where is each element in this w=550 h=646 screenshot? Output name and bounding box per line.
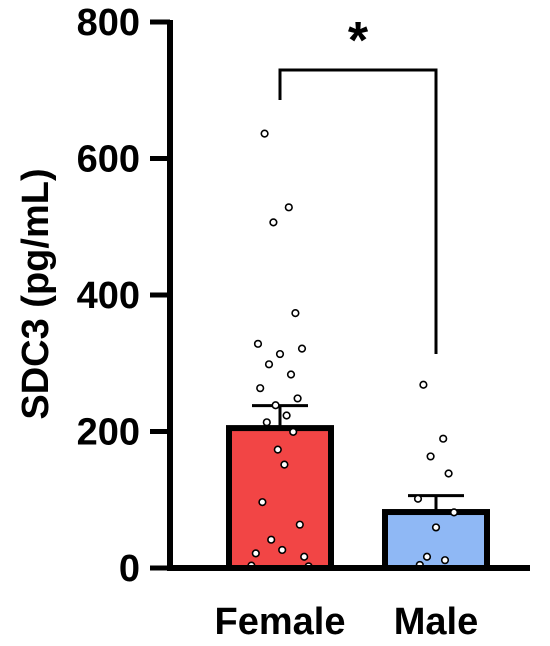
bars [226,425,490,571]
data-point [282,411,291,420]
data-point [444,469,453,478]
data-point [426,452,435,461]
data-point [300,552,309,561]
data-point [275,349,285,359]
x-category-label: Female [215,601,346,643]
significance-bracket: * [278,12,438,354]
significance-star: * [348,12,369,70]
data-point [278,545,287,555]
data-point [297,344,307,353]
data-point [269,218,278,227]
x-category-label: Male [394,601,478,643]
y-tick-label: 0 [119,548,140,590]
data-point [293,394,302,403]
data-point [251,549,260,558]
bar-male [382,509,490,571]
data-point [295,520,304,529]
data-point [440,556,450,565]
y-tick-label: 400 [77,275,140,317]
y-tick-label: 800 [77,2,140,44]
data-point [431,523,441,532]
data-point [271,401,280,410]
y-tick-label: 200 [77,412,140,454]
data-point [262,418,271,427]
data-point [253,339,263,348]
data-point [289,427,298,436]
data-point [291,309,300,318]
data-point [264,360,274,369]
data-point [260,129,269,138]
data-point [439,434,448,443]
data-point [284,203,293,212]
data-point [256,384,265,393]
axes [167,20,530,571]
significance-bracket-line [278,68,438,354]
data-point [267,535,276,544]
data-point [280,460,289,469]
data-point [413,494,423,503]
x-axis-category-labels: Female Male [215,601,479,643]
data-point [422,552,432,561]
data-point [449,508,459,517]
y-tick-label: 600 [77,139,140,181]
y-axis-title: SDC3 (pg/mL) [15,168,57,419]
data-point [419,380,428,389]
data-point [273,445,282,454]
data-point [286,370,296,379]
data-point [258,498,267,507]
y-axis-tick-labels: 0 200 400 600 800 [77,2,170,590]
